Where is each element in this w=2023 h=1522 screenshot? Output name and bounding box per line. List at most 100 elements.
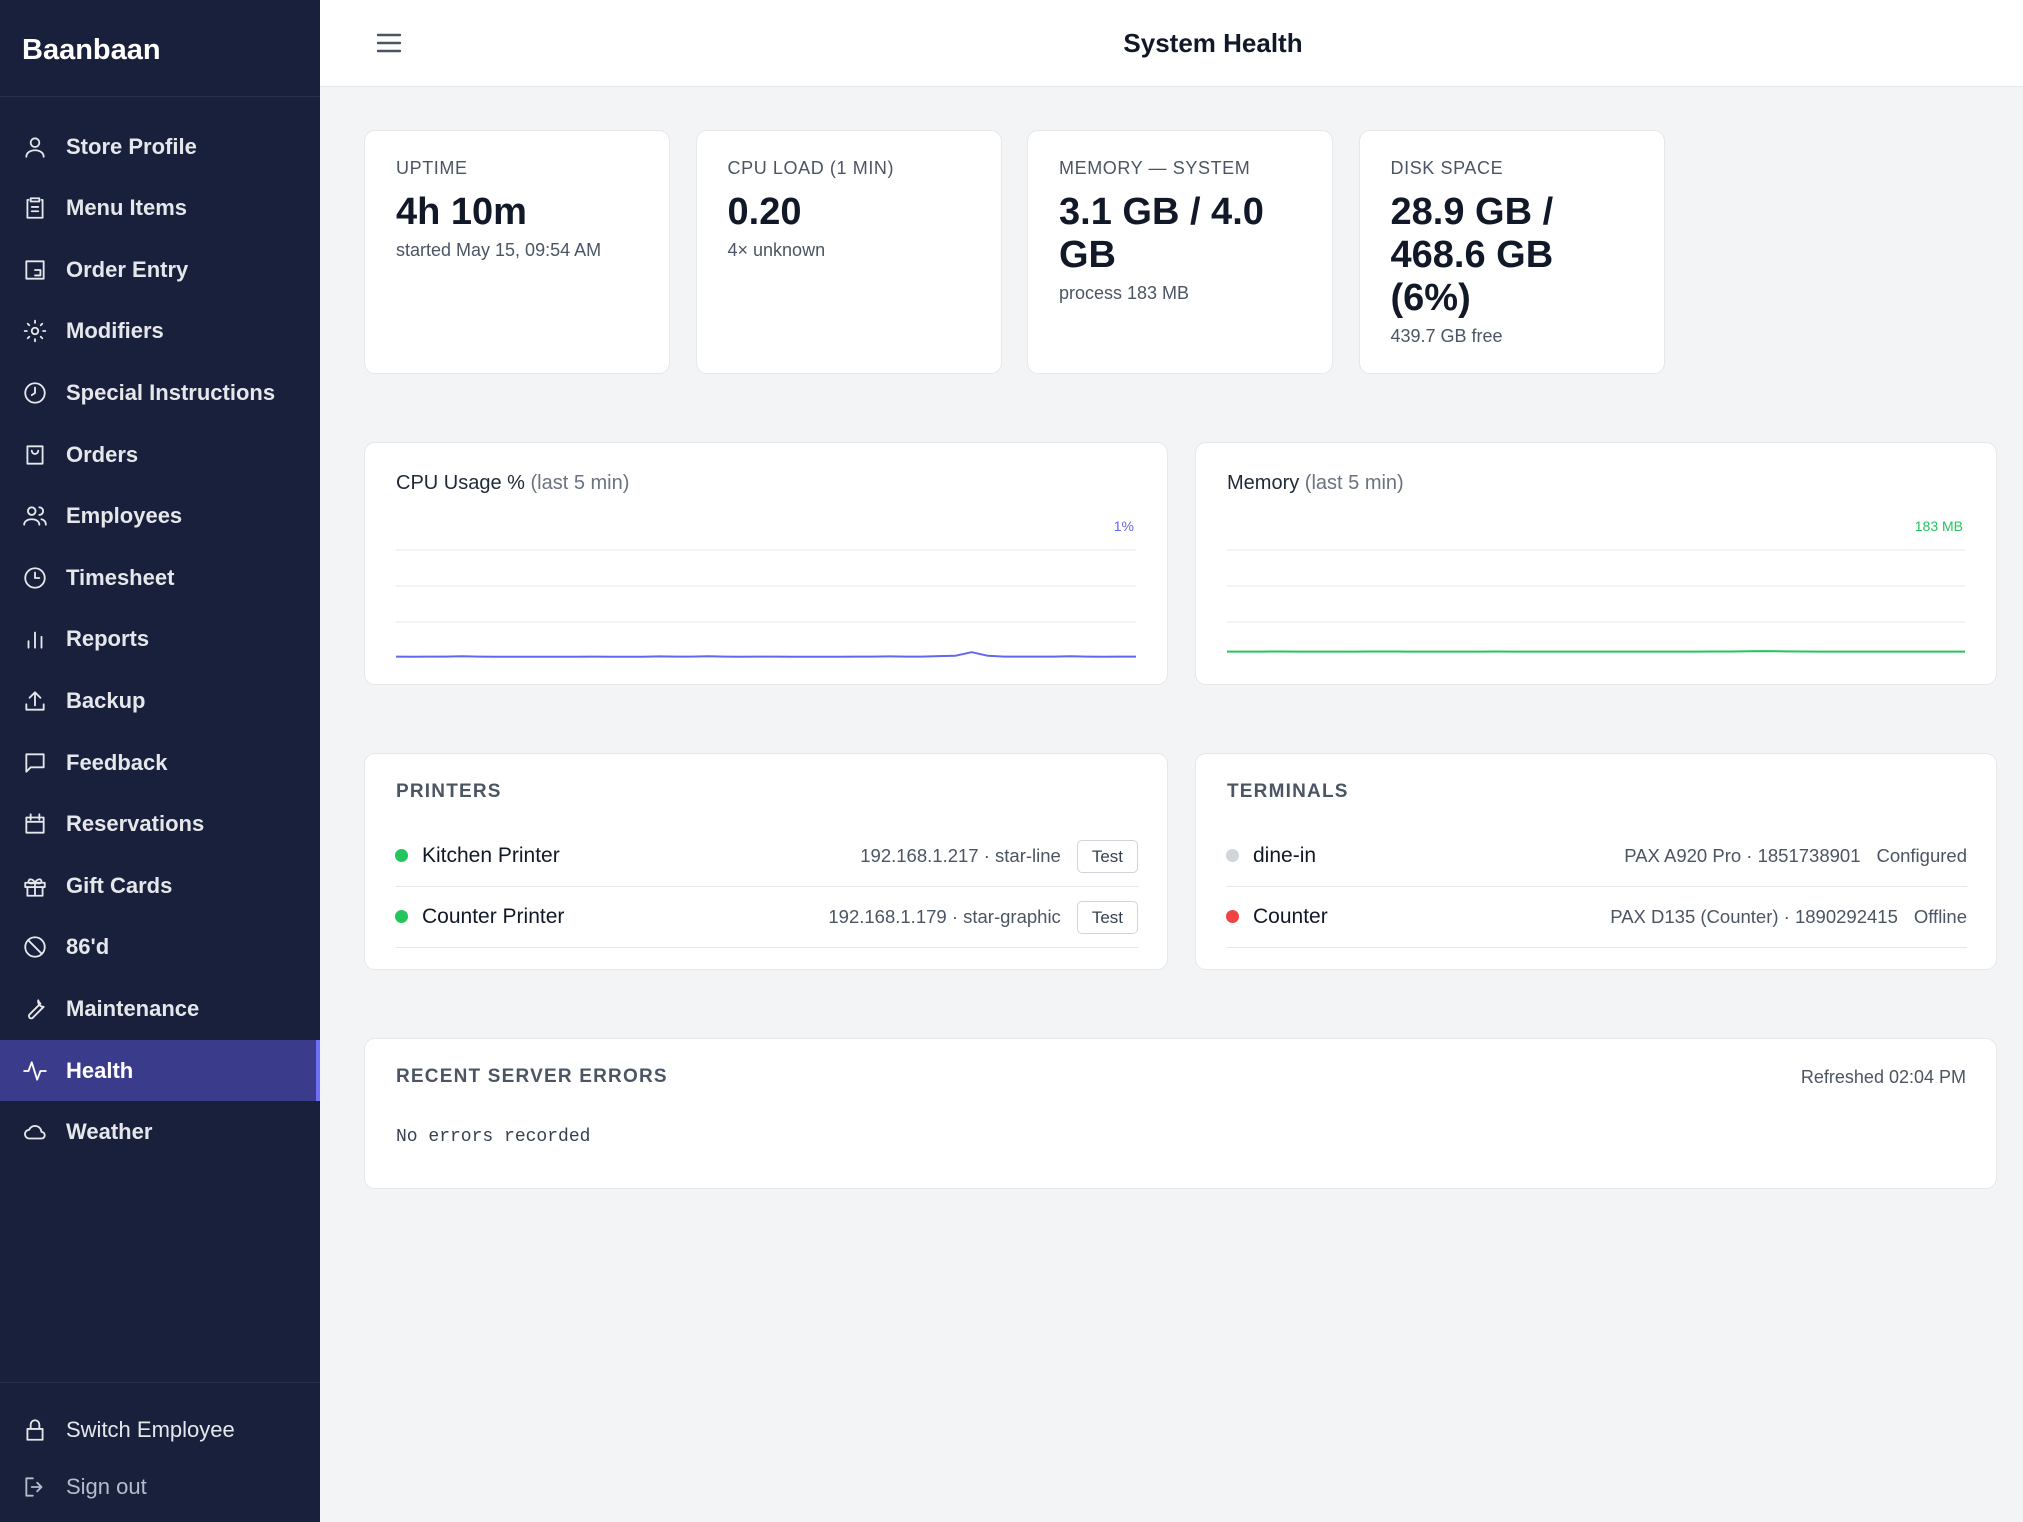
stat-value: 4h 10m (396, 191, 527, 233)
nav-label: 86'd (66, 934, 110, 960)
nav-item[interactable]: Switch Employee (0, 1399, 320, 1460)
nav-icon (24, 382, 46, 404)
nav-label: Feedback (66, 749, 168, 775)
stat-card: CPU LOAD (1 MIN) 0.20 4× unknown (695, 130, 1002, 374)
row-separator (396, 886, 1138, 887)
sidebar: Baanbaan Store Profile Menu Items Order En… (0, 0, 320, 1522)
divider (0, 1382, 320, 1383)
nav-item[interactable]: Feedback (0, 732, 320, 793)
nav-item[interactable]: Backup (0, 670, 320, 731)
nav-item[interactable]: Reservations (0, 794, 320, 855)
brand: Baanbaan (22, 34, 161, 66)
nav-icon (24, 567, 46, 589)
nav-icon (23, 1060, 47, 1081)
nav-item[interactable]: Order Entry (0, 239, 320, 300)
icon-path (23, 1060, 47, 1081)
stat-card: DISK SPACE 28.9 GB / 468.6 GB (6%) 439.7 G… (1358, 130, 1665, 374)
refreshed: Refreshed 02:04 PM (1800, 1067, 1966, 1087)
row-state: Offline (1913, 906, 1967, 927)
icon-path (26, 1418, 44, 1441)
chart: 1% (395, 518, 1136, 658)
nav-icon (24, 936, 46, 958)
latest-value: 183 MB (1915, 518, 1963, 534)
nav-icon (24, 1125, 46, 1140)
header: System Health (320, 0, 2023, 87)
chart-title: Memory (last 5 min) (1227, 470, 1404, 496)
row-state: Configured (1876, 845, 1967, 866)
section-title: TERMINALS (1227, 781, 1349, 802)
icon-path (25, 813, 45, 834)
nav-label: Special Instructions (66, 379, 276, 405)
row-detail: PAX D135 (Counter) · 1890292415 (1610, 906, 1898, 927)
nav-label: Backup (66, 687, 146, 713)
row-name: Counter (1253, 905, 1328, 928)
icon-path (25, 752, 45, 773)
nav-item[interactable]: Modifiers (0, 301, 320, 362)
nav-icon (26, 1418, 44, 1441)
nav-item[interactable]: Health (0, 1040, 320, 1101)
status-dot (1226, 849, 1239, 862)
stat-label: CPU LOAD (1 MIN) (727, 158, 895, 178)
row-detail: 192.168.1.217 · star-line (860, 845, 1061, 866)
series-line (1227, 650, 1965, 653)
row-separator (396, 947, 1138, 948)
icon-path (27, 631, 43, 649)
nav-label: Health (66, 1057, 134, 1083)
nav-icon (28, 999, 45, 1020)
error-message: No errors recorded (396, 1127, 591, 1147)
row-right: 192.168.1.179 · star-graphic Test (828, 900, 1138, 934)
nav-item[interactable]: Weather (0, 1102, 320, 1163)
chart-title-main: CPU Usage % (396, 472, 525, 494)
row-detail: 192.168.1.179 · star-graphic (828, 906, 1061, 927)
chart: 183 MB (1227, 518, 1965, 653)
nav-item[interactable]: Employees (0, 486, 320, 547)
section-title: RECENT SERVER ERRORS (396, 1066, 668, 1087)
nav-item[interactable]: Maintenance (0, 978, 320, 1039)
nav-icon (25, 1476, 43, 1497)
nav-label: Maintenance (66, 995, 200, 1021)
icon-path (26, 197, 44, 219)
stat-detail: 439.7 GB free (1390, 326, 1503, 346)
nav-label: Employees (66, 503, 183, 529)
chart-subtitle: (last 5 min) (530, 472, 630, 494)
stat-detail: 4× unknown (727, 240, 826, 260)
chart-card: CPU Usage % (last 5 min) 1% (364, 442, 1168, 685)
nav-item[interactable]: Timesheet (0, 547, 320, 608)
printers-card: PRINTERS Kitchen Printer 192.168.1.217 · s… (364, 753, 1168, 970)
row-name: Counter Printer (422, 905, 565, 928)
nav-label: Reports (66, 626, 150, 652)
nav-icon (25, 813, 45, 834)
nav-item[interactable]: 86'd (0, 917, 320, 978)
nav-item[interactable]: Menu Items (0, 178, 320, 239)
stat-label: MEMORY — SYSTEM (1059, 158, 1251, 178)
stat-card: UPTIME 4h 10m started May 15, 09:54 AM (364, 130, 670, 374)
icon-path (24, 878, 46, 897)
nav-label: Reservations (66, 811, 205, 837)
nav-item[interactable]: Special Instructions (0, 362, 320, 423)
menu-toggle[interactable] (376, 31, 402, 55)
nav-item[interactable]: Gift Cards (0, 855, 320, 916)
test-button[interactable]: Test (1076, 900, 1138, 934)
nav-item[interactable]: Sign out (0, 1456, 320, 1517)
chart-title: CPU Usage % (last 5 min) (396, 470, 629, 496)
chart-card: Memory (last 5 min) 183 MB (1195, 442, 1997, 685)
status-dot (395, 910, 408, 923)
nav-icon (25, 691, 45, 711)
chart-subtitle: (last 5 min) (1304, 472, 1404, 494)
test-button[interactable]: Test (1076, 839, 1138, 873)
icon-path (23, 506, 47, 526)
page-title: System Health (1123, 28, 1303, 58)
stat-value: 0.20 (727, 191, 802, 233)
nav-icon (23, 506, 47, 526)
nav-icon (23, 320, 47, 343)
nav-item[interactable]: Orders (0, 424, 320, 485)
stat-value: 3.1 GB / 4.0 GB (1059, 191, 1264, 276)
icon-path (25, 1476, 43, 1497)
stat-value: 28.9 GB / 468.6 GB (6%) (1390, 191, 1554, 319)
nav-item[interactable]: Reports (0, 609, 320, 670)
nav-item[interactable]: Store Profile (0, 116, 320, 177)
chart-title-main: Memory (1227, 472, 1300, 494)
status-dot (1226, 910, 1239, 923)
